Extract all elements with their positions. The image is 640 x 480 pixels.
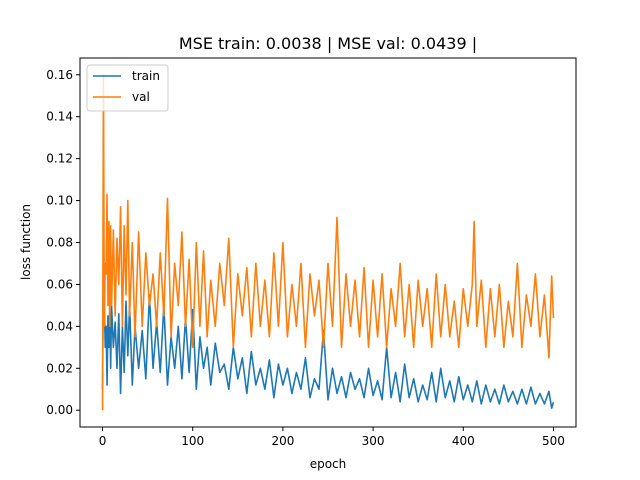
y-tick-label: 0.06	[46, 277, 73, 291]
y-tick-label: 0.02	[46, 361, 73, 375]
x-tick-label: 400	[452, 434, 475, 448]
x-tick-label: 200	[271, 434, 294, 448]
y-axis-label: loss function	[19, 204, 33, 280]
legend: train val	[86, 64, 169, 112]
x-tick-label: 300	[362, 434, 385, 448]
y-tick-label: 0.00	[46, 403, 73, 417]
x-tick-label: 100	[181, 434, 204, 448]
y-tick-label: 0.12	[46, 152, 73, 166]
legend-label-train: train	[132, 69, 160, 83]
x-axis-ticks: 0 100 200 300 400 500	[99, 427, 565, 448]
y-axis-ticks: 0.00 0.02 0.04 0.06 0.08 0.10 0.12 0.14 0.16	[46, 68, 80, 417]
x-tick-label: 0	[99, 434, 107, 448]
x-axis-label: epoch	[310, 457, 347, 471]
y-tick-label: 0.14	[46, 110, 73, 124]
y-tick-label: 0.16	[46, 68, 73, 82]
legend-label-val: val	[132, 90, 150, 104]
series-line-val	[101, 73, 555, 411]
y-tick-label: 0.10	[46, 194, 73, 208]
chart-title: MSE train: 0.0038 | MSE val: 0.0439 |	[179, 34, 477, 53]
y-tick-label: 0.08	[46, 236, 73, 250]
x-tick-label: 500	[542, 434, 565, 448]
y-tick-label: 0.04	[46, 319, 73, 333]
